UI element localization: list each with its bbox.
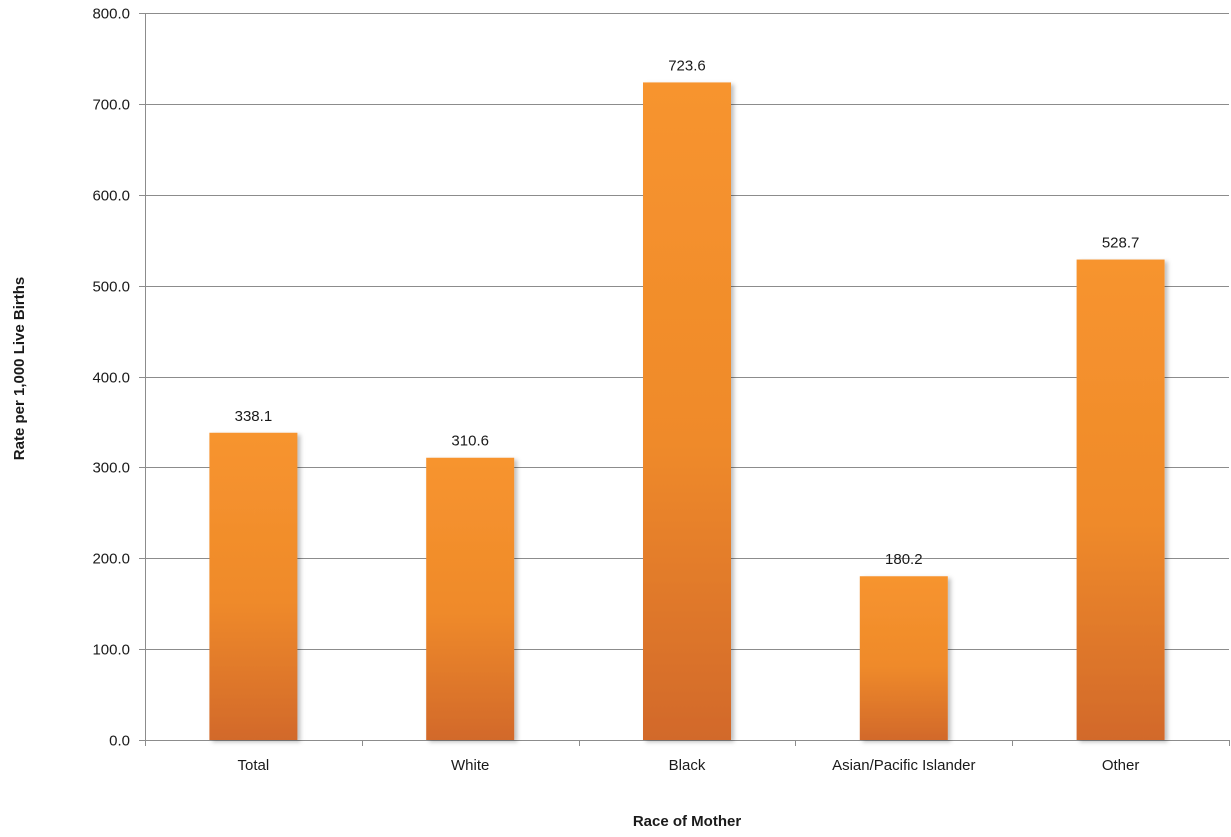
y-tick-label: 300.0 (92, 460, 130, 477)
data-label: 338.1 (235, 408, 273, 425)
bar-black (643, 82, 731, 741)
bars (209, 82, 1165, 741)
y-axis-title: Rate per 1,000 Live Births (11, 277, 28, 460)
y-tick-label: 500.0 (92, 279, 130, 296)
labels: 0.0 100.0 200.0 300.0 400.0 500.0 600.0 700.0 80… (92, 6, 1139, 775)
y-tick-label: 700.0 (92, 97, 130, 114)
bar-other (1076, 259, 1165, 740)
y-tick-label: 800.0 (92, 6, 130, 23)
data-label: 528.7 (1102, 235, 1140, 252)
data-label: 723.6 (668, 57, 706, 74)
data-label: 310.6 (451, 433, 489, 450)
bar-total (209, 432, 298, 740)
x-tick-label: Other (1102, 757, 1140, 774)
data-label: 180.2 (885, 551, 923, 568)
bar-asian-pacific-islander (859, 576, 948, 740)
x-tick-label: Black (669, 757, 706, 774)
y-tick-label: 100.0 (92, 642, 130, 659)
bar-white (426, 457, 515, 740)
x-axis-title: Race of Mother (633, 813, 742, 830)
y-tick-label: 600.0 (92, 188, 130, 205)
y-tick-label: 400.0 (92, 370, 130, 387)
x-tick-label: White (451, 757, 489, 774)
x-tick-label: Asian/Pacific Islander (832, 757, 975, 774)
x-tick-label: Total (238, 757, 270, 774)
axes (139, 13, 1230, 746)
y-tick-label: 200.0 (92, 551, 130, 568)
y-tick-label: 0.0 (109, 733, 130, 750)
